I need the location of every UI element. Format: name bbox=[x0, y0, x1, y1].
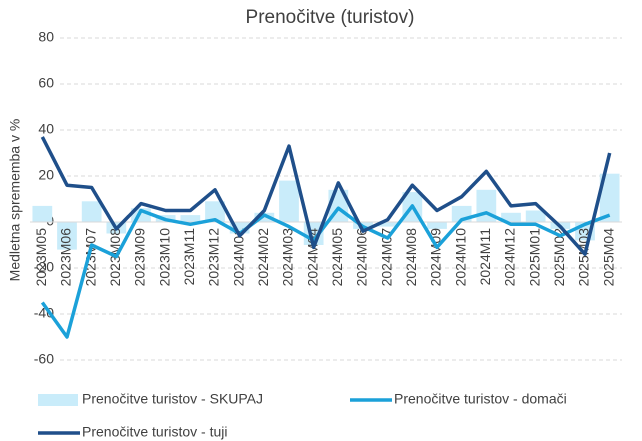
x-tick-label: 2023M11 bbox=[181, 228, 197, 286]
legend-label: Prenočitve turistov - SKUPAJ bbox=[82, 391, 263, 407]
bar bbox=[427, 222, 447, 229]
y-tick-label: 20 bbox=[38, 167, 54, 183]
x-tick-label: 2024M02 bbox=[255, 228, 271, 287]
bar bbox=[32, 205, 53, 222]
bar bbox=[180, 215, 201, 222]
x-tick-label: 2024M01 bbox=[230, 228, 246, 287]
bar bbox=[525, 210, 546, 222]
x-tick-label: 2023M05 bbox=[33, 228, 49, 287]
x-tick-label: 2024M11 bbox=[477, 228, 493, 286]
x-tick-label: 2025M02 bbox=[551, 228, 567, 287]
bar bbox=[81, 201, 102, 222]
y-tick-label: -60 bbox=[34, 351, 54, 367]
x-tick-label: 2023M06 bbox=[58, 228, 74, 287]
x-tick-label: 2023M07 bbox=[82, 228, 98, 287]
bar bbox=[205, 201, 225, 222]
x-tick-label: 2024M10 bbox=[452, 228, 468, 287]
y-tick-label: 60 bbox=[38, 75, 54, 91]
y-tick-label: -40 bbox=[34, 305, 54, 321]
x-tick-label: 2024M05 bbox=[329, 228, 345, 287]
legend-swatch bbox=[38, 394, 78, 406]
x-tick-label: 2024M08 bbox=[403, 228, 419, 287]
y-tick-label: -20 bbox=[34, 259, 54, 275]
x-tick-label: 2023M12 bbox=[206, 228, 222, 287]
bar bbox=[377, 222, 398, 227]
x-tick-label: 2023M09 bbox=[132, 228, 148, 287]
x-tick-label: 2024M03 bbox=[280, 228, 296, 287]
line bbox=[40, 136, 612, 256]
bar bbox=[279, 180, 299, 222]
x-tick-label: 2025M04 bbox=[600, 228, 616, 287]
y-tick-label: 80 bbox=[38, 29, 54, 45]
legend-label: Prenočitve turistov - tuji bbox=[82, 424, 228, 440]
bar bbox=[254, 212, 275, 222]
y-tick-label: 40 bbox=[38, 121, 54, 137]
legend-label: Prenočitve turistov - domači bbox=[394, 391, 567, 407]
bar bbox=[501, 212, 521, 222]
chart-title: Prenočitve (turistov) bbox=[246, 7, 415, 28]
x-tick-label: 2023M10 bbox=[156, 228, 172, 287]
line bbox=[40, 204, 611, 339]
bar bbox=[599, 173, 620, 222]
x-tick-label: 2025M01 bbox=[526, 228, 542, 287]
bar bbox=[229, 222, 250, 234]
y-axis-title: Medletna sprememba v % bbox=[7, 119, 23, 282]
x-tick-label: 2024M07 bbox=[378, 228, 394, 287]
bar bbox=[57, 222, 77, 250]
x-tick-label: 2024M06 bbox=[354, 228, 370, 287]
x-tick-label: 2024M12 bbox=[502, 228, 518, 287]
